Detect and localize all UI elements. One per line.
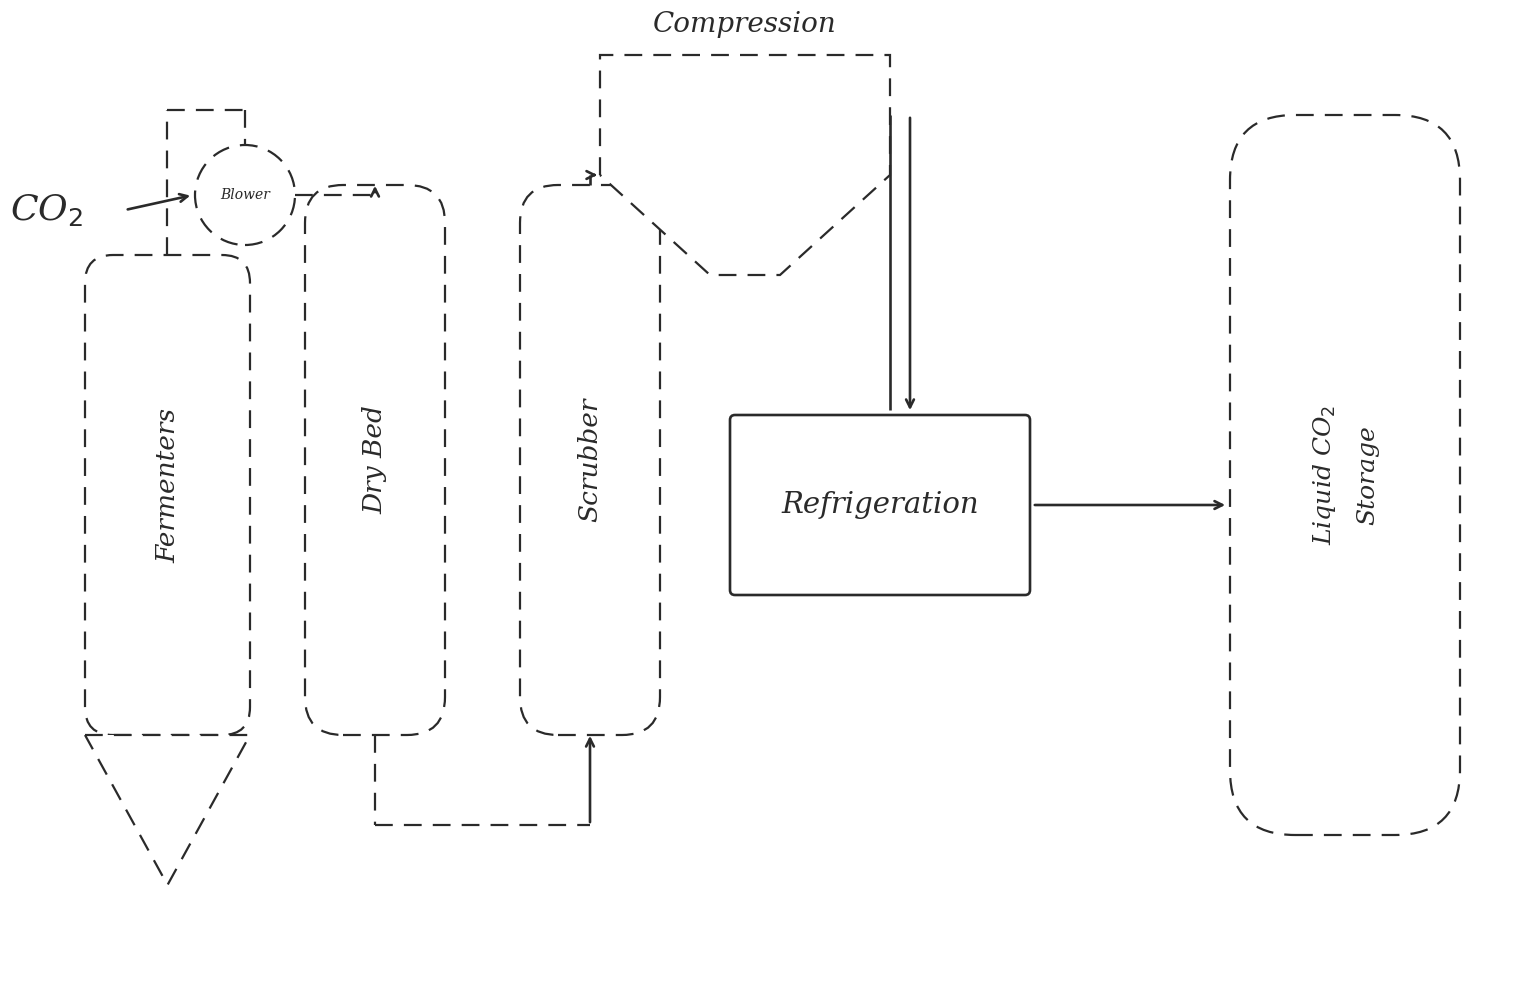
Text: CO$_2$: CO$_2$ xyxy=(11,192,84,228)
Polygon shape xyxy=(600,55,890,275)
FancyBboxPatch shape xyxy=(520,185,661,735)
Polygon shape xyxy=(85,735,250,885)
Text: Fermenters: Fermenters xyxy=(156,408,180,562)
Text: Blower: Blower xyxy=(220,188,270,202)
FancyBboxPatch shape xyxy=(1230,115,1460,835)
Text: Refrigeration: Refrigeration xyxy=(781,491,978,519)
FancyBboxPatch shape xyxy=(85,255,250,735)
FancyBboxPatch shape xyxy=(729,415,1030,595)
Circle shape xyxy=(195,145,295,245)
Text: Scrubber: Scrubber xyxy=(577,398,603,522)
FancyBboxPatch shape xyxy=(305,185,446,735)
Text: Liquid CO$_2$
Storage: Liquid CO$_2$ Storage xyxy=(1311,405,1380,545)
Text: Dry Bed: Dry Bed xyxy=(363,406,388,514)
Text: Compression: Compression xyxy=(653,12,836,38)
